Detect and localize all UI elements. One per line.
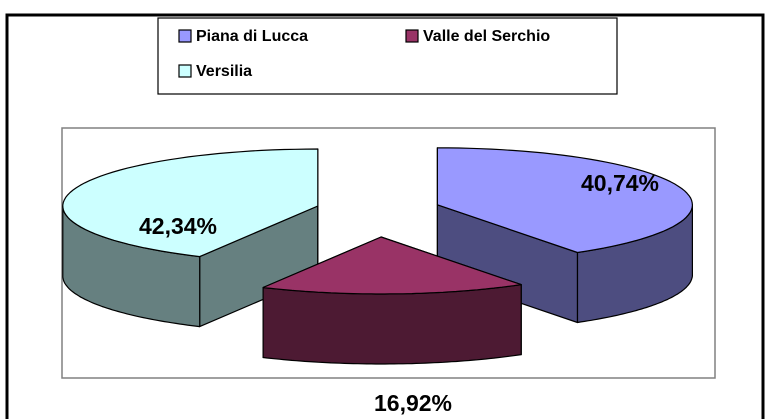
pie: [62, 147, 693, 365]
slice: [262, 236, 522, 295]
value-labels: 40,74% 16,92% 42,34%: [139, 170, 659, 416]
legend-label: Valle del Serchio: [423, 28, 550, 45]
legend-swatch: [405, 29, 419, 43]
legend-box: [157, 17, 618, 95]
plot-area: [61, 127, 716, 379]
slice: [62, 148, 319, 258]
value-label: 42,34%: [139, 213, 217, 239]
legend-swatch: [178, 64, 192, 78]
value-label: 16,92%: [374, 390, 452, 416]
slice-side: [262, 284, 522, 365]
legend-label: Versilia: [196, 63, 252, 80]
value-label: 40,74%: [581, 170, 659, 196]
legend-swatch: [178, 29, 192, 43]
legend: Piana di Lucca Valle del Serchio Versilia: [178, 28, 550, 80]
slice: [436, 147, 693, 254]
legend-label: Piana di Lucca: [196, 28, 308, 45]
